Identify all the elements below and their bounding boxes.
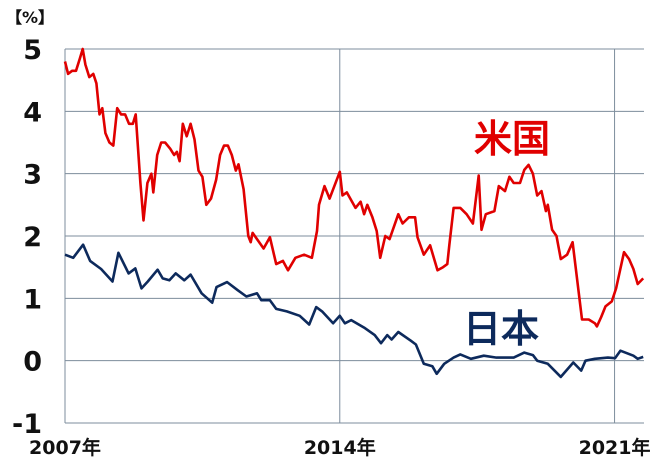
x-axis-ticks: 2007年 2014年 2021年 [29,436,650,459]
series-line-japan [64,243,644,379]
y-axis-ticks: 5 4 3 2 1 0 -1 [12,35,42,440]
x-tick-label: 2021年 [579,436,651,459]
series-lines [63,47,645,379]
series-line-us [63,47,645,328]
y-tick-label: 2 [23,222,42,253]
y-tick-label: 5 [23,35,42,66]
y-tick-label: 3 [23,160,42,191]
x-tick-label: 2014年 [304,436,376,459]
y-tick-label: 0 [23,347,42,378]
y-tick-label: 1 [23,284,42,315]
x-tick-label: 2007年 [29,436,101,459]
y-tick-label: 4 [23,97,42,128]
y-unit-label: 【%】 [6,8,54,27]
gridlines [64,48,644,424]
y-tick-label: -1 [12,409,42,440]
series-label-us: 米国 [474,117,550,161]
series-label-japan: 日本 [463,307,539,351]
